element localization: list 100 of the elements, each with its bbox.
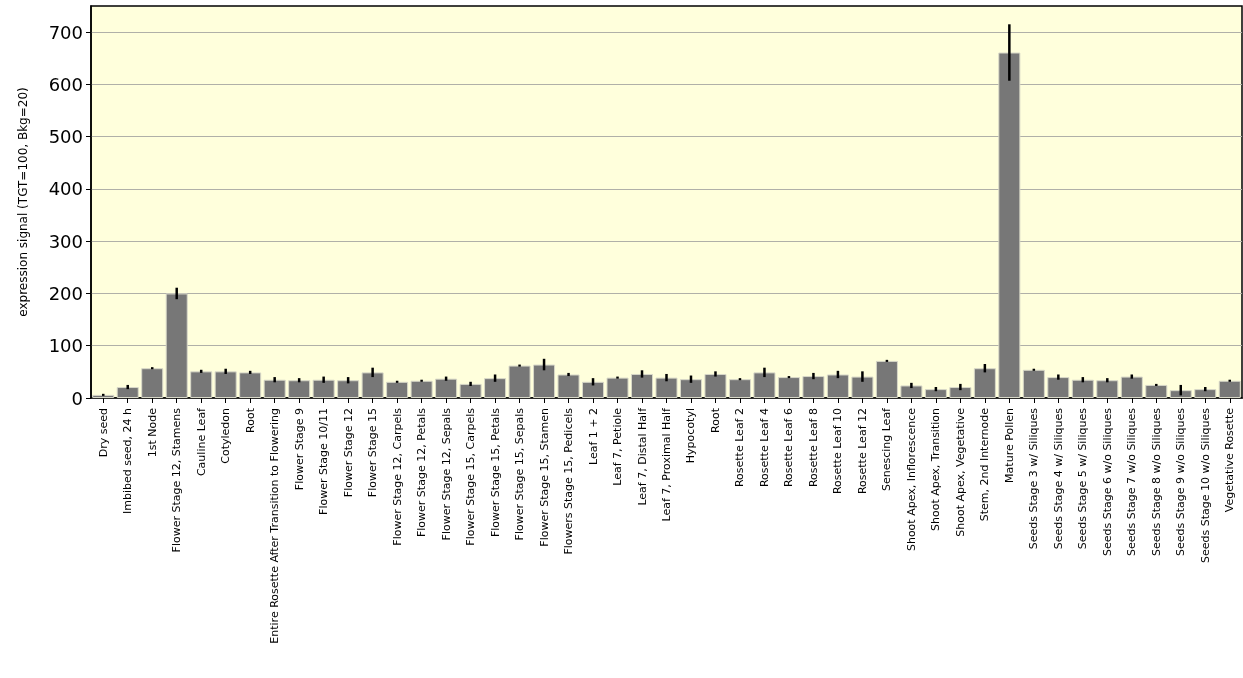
bar — [557, 374, 580, 398]
x-tick-label: Senescing Leaf — [880, 406, 894, 492]
bar — [875, 360, 898, 398]
x-tick-label: Root — [708, 407, 722, 433]
bar — [728, 379, 751, 398]
bar — [1218, 380, 1241, 398]
bar — [214, 371, 237, 398]
bar — [679, 379, 703, 398]
y-tick-label: 200 — [48, 282, 83, 304]
bar — [190, 371, 213, 398]
x-tick-label: 1st Node — [145, 407, 159, 458]
bar — [361, 372, 384, 398]
y-tick-label: 400 — [48, 178, 83, 200]
bar — [263, 379, 286, 398]
bar — [655, 377, 678, 398]
x-tick-label: Rosette Leaf 12 — [855, 408, 869, 495]
x-tick-label: Flower Stage 15, Carpels — [464, 407, 478, 546]
bar — [141, 368, 164, 398]
x-tick-label: Flower Stage 12, Carpels — [390, 407, 404, 546]
x-tick-label: Rosette Leaf 6 — [782, 408, 796, 488]
bar — [777, 377, 800, 398]
bar — [630, 373, 654, 398]
x-tick-label: Seeds Stage 4 w/ Siliques — [1051, 407, 1065, 550]
y-tick-label: 100 — [48, 335, 83, 357]
bar — [900, 385, 923, 398]
bar — [435, 378, 458, 398]
bar — [508, 365, 531, 398]
bar — [1047, 377, 1070, 398]
x-tick-label: Shoot Apex, Vegetative — [953, 407, 967, 537]
bar — [288, 380, 311, 398]
y-axis-title: expression signal (TGT=100, Bkg=20) — [16, 87, 30, 317]
x-tick-label: Entire Rosette After Transition to Flowering — [268, 408, 282, 644]
x-tick-label: Dry seed — [96, 408, 110, 458]
bar — [116, 387, 139, 398]
bar — [386, 381, 409, 398]
x-tick-label: Rosette Leaf 4 — [757, 408, 771, 488]
x-tick-label: Leaf 7, Petiole — [611, 407, 625, 486]
x-tick-label: Flower Stage 12, Stamens — [170, 407, 184, 553]
x-tick-label: Flower Stage 15 — [366, 408, 380, 498]
bar — [851, 376, 874, 398]
x-tick-label: Cauline Leaf — [194, 406, 208, 477]
x-tick-label: Seeds Stage 7 w/o Siliques — [1125, 407, 1139, 557]
x-tick-label: Seeds Stage 10 w/o Siliques — [1198, 407, 1212, 564]
bar — [459, 383, 482, 398]
x-tick-label: Hypocotyl — [684, 408, 698, 464]
bar — [533, 364, 556, 398]
bar — [802, 376, 825, 398]
bar — [92, 394, 115, 398]
x-tick-label: Flower Stage 9 — [292, 408, 306, 491]
y-tick-label: 500 — [48, 126, 83, 148]
bar — [1022, 369, 1045, 398]
x-tick-label: Imbibed seed, 24 h — [121, 407, 135, 514]
x-tick-label: Rosette Leaf 2 — [733, 408, 747, 488]
x-tick-label: Root — [243, 407, 257, 433]
x-tick-label: Seeds Stage 9 w/o Siliques — [1174, 407, 1188, 557]
x-tick-label: Rosette Leaf 10 — [831, 408, 845, 495]
bar — [484, 378, 507, 398]
x-tick-label: Seeds Stage 8 w/o Siliques — [1149, 407, 1163, 557]
bar — [239, 372, 262, 398]
x-tick-label: Flower Stage 15, Stamen — [537, 407, 551, 547]
bar — [1096, 380, 1119, 398]
x-tick-label: Flower Stage 12 — [341, 408, 355, 498]
bar — [337, 380, 360, 398]
bar — [312, 379, 335, 398]
bar — [753, 372, 776, 398]
bar — [606, 377, 629, 398]
bar — [704, 373, 727, 398]
x-tick-label: Leaf 1 + 2 — [586, 408, 600, 466]
x-tick-label: Flower Stage 15, Petals — [488, 407, 502, 538]
bar — [973, 368, 996, 398]
bar — [1169, 390, 1192, 398]
x-tick-label: Leaf 7, Proximal Half — [660, 406, 673, 522]
bar — [582, 381, 605, 398]
bar — [949, 387, 972, 398]
x-tick-label: Cotyledon — [219, 407, 233, 464]
bar — [165, 293, 188, 398]
y-tick-label: 600 — [48, 73, 83, 95]
bar — [924, 389, 947, 398]
bar — [410, 380, 433, 398]
x-tick-label: Stem, 2nd Internode — [978, 407, 992, 522]
x-tick-label: Flower Stage 10/11 — [317, 408, 331, 515]
x-tick-label: Seeds Stage 6 w/o Siliques — [1100, 407, 1114, 557]
x-tick-label: Rosette Leaf 8 — [806, 408, 820, 488]
x-tick-label: Mature Pollen — [1002, 407, 1016, 483]
x-tick-label: Seeds Stage 3 w/ Siliques — [1027, 407, 1041, 550]
x-tick-label: Flower Stage 12, Sepals — [439, 407, 453, 541]
bar — [1145, 384, 1168, 398]
x-tick-label: Shoot Apex, Transition — [929, 407, 943, 532]
bar — [1120, 376, 1143, 398]
bar — [1071, 379, 1094, 398]
x-tick-label: Vegetative Rosette — [1223, 407, 1237, 513]
x-tick-label: Flowers Stage 15, Pedicels — [562, 407, 576, 555]
y-tick-label: 700 — [48, 21, 83, 43]
y-tick-label: 300 — [48, 230, 83, 252]
bar — [826, 374, 849, 398]
x-tick-label: Flower Stage 12, Petals — [415, 407, 429, 538]
x-tick-label: Leaf 7, Distal Half — [635, 406, 649, 506]
x-tick-label: Shoot Apex, Inflorescence — [904, 407, 918, 552]
x-tick-label: Flower Stage 15, Sepals — [513, 407, 527, 541]
bar — [1194, 389, 1217, 398]
